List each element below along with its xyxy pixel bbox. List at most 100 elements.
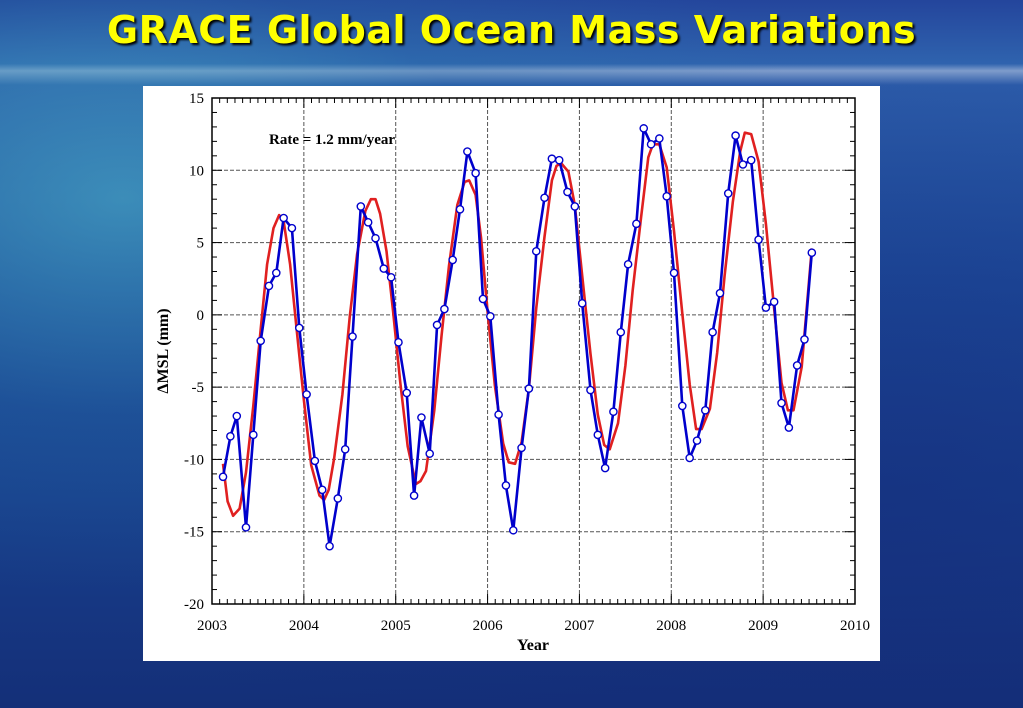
data-point	[632, 219, 641, 229]
data-point	[586, 385, 595, 395]
observed-series-line	[221, 127, 814, 548]
data-point	[547, 154, 557, 164]
data-point	[692, 436, 702, 445]
data-point	[287, 223, 297, 233]
y-tick-label: 10	[189, 163, 204, 179]
data-point	[333, 494, 343, 503]
data-point	[639, 124, 649, 133]
data-point	[501, 481, 511, 490]
data-point	[494, 410, 503, 419]
data-point	[256, 336, 265, 346]
data-point	[646, 139, 656, 149]
data-point	[264, 281, 274, 291]
data-point	[563, 187, 572, 197]
x-tick-label: 2009	[748, 618, 778, 634]
x-tick-label: 2007	[564, 618, 595, 634]
data-point	[792, 361, 802, 370]
series-group	[218, 124, 817, 551]
data-point	[363, 218, 373, 227]
data-point	[616, 327, 626, 337]
x-tick-label: 2003	[197, 618, 227, 634]
data-point	[655, 134, 664, 143]
data-point	[524, 384, 534, 393]
x-tick-label: 2004	[289, 618, 320, 634]
data-point	[678, 401, 687, 411]
data-point	[486, 312, 495, 321]
data-point	[540, 193, 549, 203]
y-axis-label: ΔMSL (mm)	[155, 308, 172, 393]
data-point	[746, 155, 756, 165]
data-point	[348, 332, 357, 341]
data-point	[463, 147, 472, 156]
fit-series-line	[221, 131, 814, 518]
data-point	[609, 407, 618, 417]
data-point	[731, 131, 740, 140]
y-tick-label: -5	[192, 380, 205, 396]
x-tick-label: 2006	[473, 618, 504, 634]
data-point	[761, 303, 771, 312]
data-point	[517, 443, 526, 453]
data-point	[379, 264, 389, 273]
data-point	[218, 472, 228, 482]
data-point	[471, 168, 480, 178]
axis-ticks	[211, 97, 856, 605]
data-point	[623, 259, 633, 269]
data-point	[593, 430, 603, 440]
data-point	[402, 388, 412, 398]
data-point	[508, 525, 518, 535]
data-point	[294, 323, 304, 333]
y-tick-label: -20	[184, 597, 204, 613]
data-point	[784, 423, 794, 432]
data-point	[708, 327, 717, 337]
data-point	[715, 288, 725, 298]
data-point	[800, 335, 809, 344]
chart-panel: 15 10 5 0 -5 -10 -15 -20 2003 2004 2005 2006 2007 20…	[143, 86, 880, 661]
x-axis-label: Year	[517, 637, 549, 654]
rate-annotation: Rate = 1.2 mm/year	[269, 132, 395, 148]
data-point	[325, 541, 334, 551]
grid-lines	[212, 98, 855, 604]
y-tick-labels: 15 10 5 0 -5 -10 -15 -20	[184, 91, 204, 613]
data-point	[356, 202, 366, 211]
data-point	[302, 390, 311, 399]
data-point	[271, 268, 281, 278]
plot-frame	[211, 97, 856, 605]
data-point	[777, 398, 786, 408]
data-point	[417, 413, 426, 422]
data-point	[232, 411, 242, 421]
data-point	[807, 248, 817, 257]
data-point	[669, 268, 679, 278]
data-point	[310, 456, 320, 466]
data-point	[440, 304, 449, 314]
data-point	[554, 155, 564, 165]
data-point	[425, 449, 435, 458]
data-point	[754, 235, 763, 244]
data-point	[769, 297, 779, 307]
data-point	[448, 255, 457, 265]
x-tick-label: 2010	[840, 618, 870, 634]
data-point	[685, 453, 694, 463]
data-point	[317, 485, 327, 495]
data-point	[600, 463, 610, 473]
data-point	[662, 192, 671, 201]
x-tick-label: 2008	[656, 618, 686, 634]
data-point	[226, 431, 235, 441]
data-point	[531, 246, 541, 256]
data-point	[723, 189, 733, 198]
data-point	[700, 405, 710, 415]
y-tick-label: -15	[184, 525, 204, 541]
data-point	[241, 523, 251, 532]
y-tick-label: 5	[197, 236, 205, 252]
data-point	[738, 160, 748, 169]
y-tick-label: 15	[189, 91, 204, 107]
data-point	[279, 213, 288, 223]
x-tick-label: 2005	[381, 618, 411, 634]
slide-title: GRACE Global Ocean Mass Variations	[106, 8, 917, 52]
data-point	[371, 233, 380, 243]
data-point	[432, 320, 442, 330]
data-point	[394, 338, 403, 347]
data-point	[249, 430, 258, 440]
data-point	[570, 202, 580, 211]
data-point	[455, 205, 465, 214]
